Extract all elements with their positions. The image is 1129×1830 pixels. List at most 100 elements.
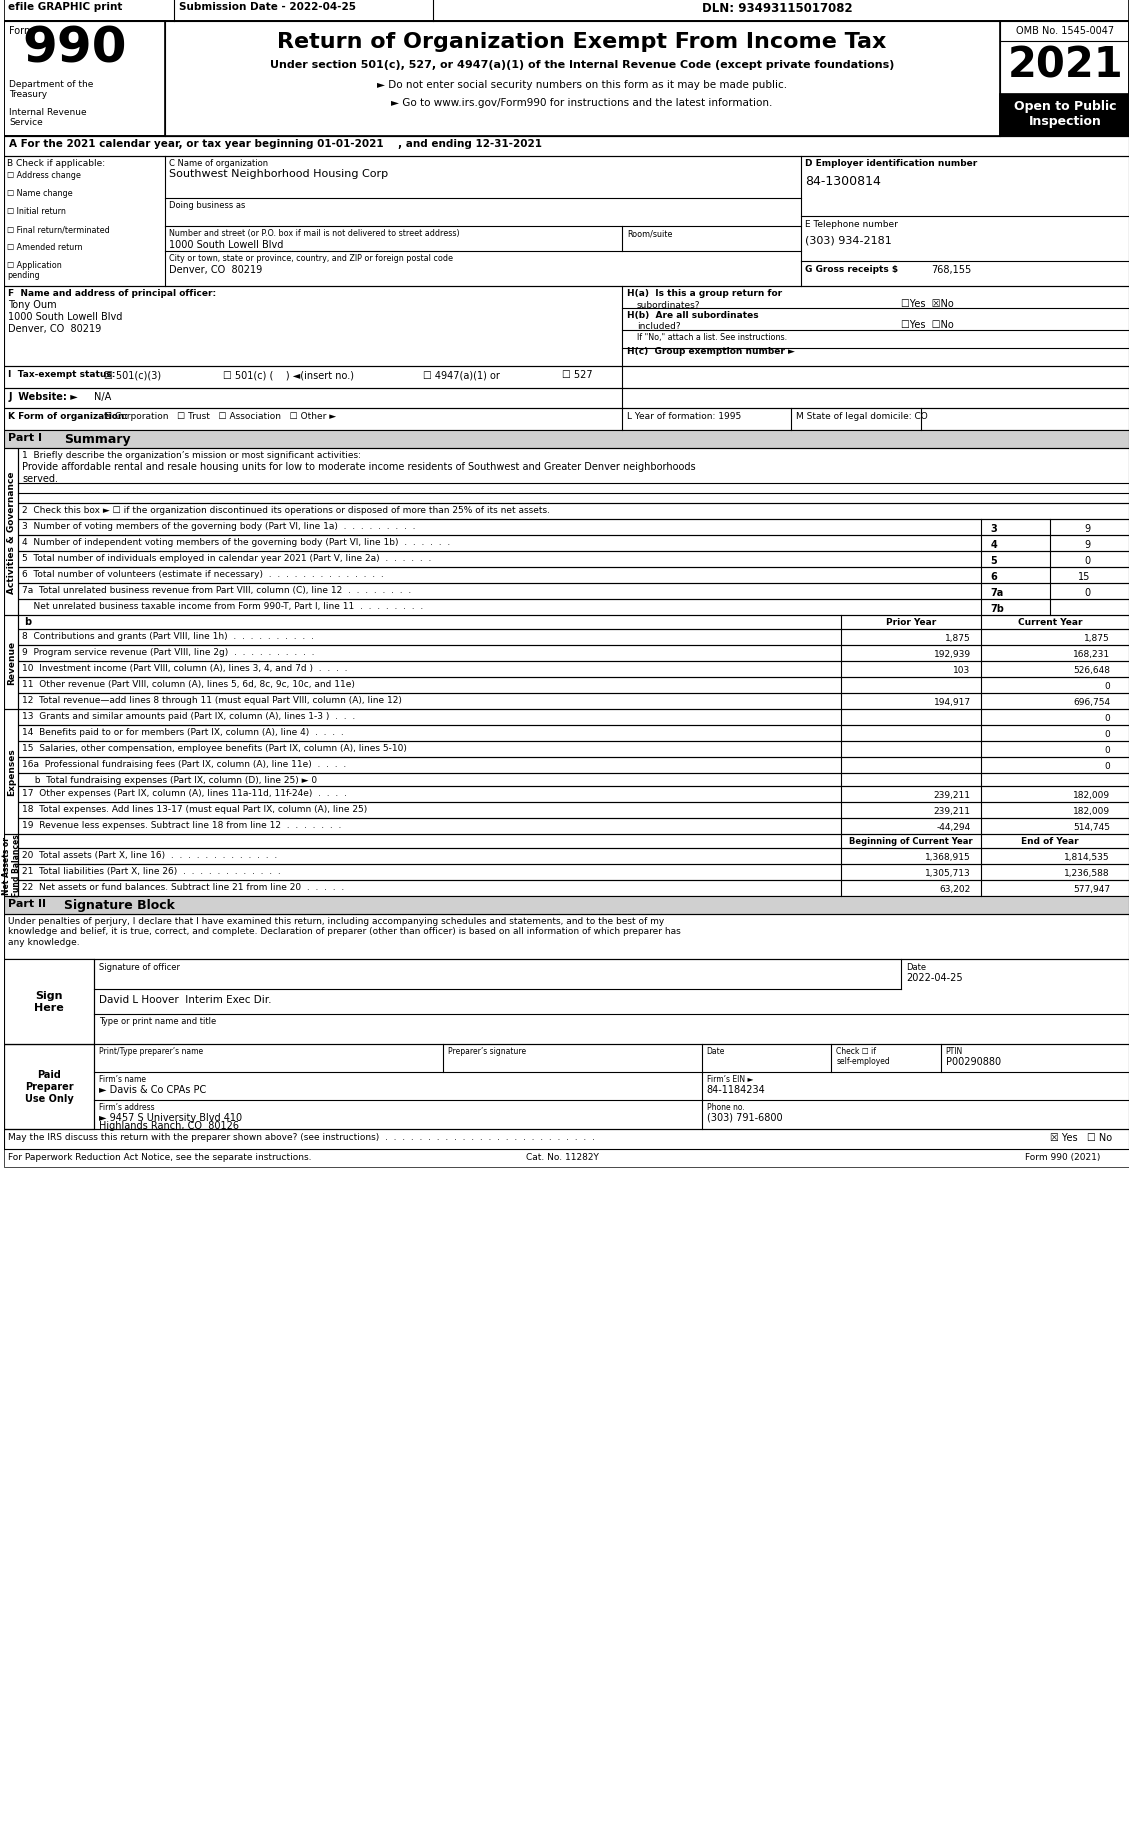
- Bar: [18, 803, 1129, 818]
- Text: N/A: N/A: [94, 392, 111, 403]
- Text: Form: Form: [9, 26, 34, 37]
- Bar: [18, 600, 1129, 615]
- Text: 9: 9: [1084, 523, 1091, 534]
- Text: L Year of formation: 1995: L Year of formation: 1995: [627, 412, 741, 421]
- Bar: [5, 615, 18, 710]
- Bar: [18, 536, 1129, 551]
- Text: Highlands Ranch, CO  80126: Highlands Ranch, CO 80126: [99, 1120, 239, 1131]
- Bar: [5, 1045, 94, 1129]
- Text: Southwest Neighborhood Housing Corp: Southwest Neighborhood Housing Corp: [168, 168, 387, 179]
- Text: Type or print name and title: Type or print name and title: [99, 1016, 216, 1025]
- Bar: [5, 1045, 1129, 1129]
- Bar: [5, 408, 1129, 430]
- Text: 7a  Total unrelated business revenue from Part VIII, column (C), line 12  .  .  : 7a Total unrelated business revenue from…: [23, 586, 411, 595]
- Text: 5: 5: [990, 556, 997, 565]
- Text: 18  Total expenses. Add lines 13-17 (must equal Part IX, column (A), line 25): 18 Total expenses. Add lines 13-17 (must…: [23, 805, 367, 814]
- Text: Net Assets or
Fund Balances: Net Assets or Fund Balances: [1, 834, 21, 897]
- Bar: [5, 157, 1129, 287]
- Bar: [5, 137, 1129, 157]
- Text: P00290880: P00290880: [946, 1056, 1000, 1067]
- Bar: [18, 630, 1129, 646]
- Text: 5  Total number of individuals employed in calendar year 2021 (Part V, line 2a) : 5 Total number of individuals employed i…: [23, 554, 431, 562]
- Text: ☐ 501(c) (    ) ◄(insert no.): ☐ 501(c) ( ) ◄(insert no.): [224, 370, 355, 381]
- Text: Check ☐ if
self-employed: Check ☐ if self-employed: [837, 1047, 890, 1065]
- Text: Firm’s EIN ►: Firm’s EIN ►: [707, 1074, 753, 1083]
- Text: ☐ Initial return: ☐ Initial return: [7, 207, 67, 216]
- Text: ► 9457 S University Blvd 410: ► 9457 S University Blvd 410: [99, 1113, 242, 1122]
- Text: 0: 0: [1104, 730, 1110, 739]
- Text: 22  Net assets or fund balances. Subtract line 21 from line 20  .  .  .  .  .: 22 Net assets or fund balances. Subtract…: [23, 882, 344, 891]
- Bar: [18, 584, 1129, 600]
- Text: Department of the
Treasury: Department of the Treasury: [9, 81, 94, 99]
- Text: Part I: Part I: [8, 432, 42, 443]
- Text: 526,648: 526,648: [1073, 666, 1110, 675]
- Text: 103: 103: [953, 666, 971, 675]
- Text: 1,875: 1,875: [945, 633, 971, 642]
- Text: Denver, CO  80219: Denver, CO 80219: [168, 265, 262, 274]
- Text: If "No," attach a list. See instructions.: If "No," attach a list. See instructions…: [637, 333, 787, 342]
- Text: 1000 South Lowell Blvd: 1000 South Lowell Blvd: [168, 240, 283, 251]
- Text: 990: 990: [23, 24, 126, 71]
- Text: C Name of organization: C Name of organization: [168, 159, 268, 168]
- Text: 16a  Professional fundraising fees (Part IX, column (A), line 11e)  .  .  .  .: 16a Professional fundraising fees (Part …: [23, 759, 347, 769]
- Bar: [5, 1129, 1129, 1149]
- Text: Return of Organization Exempt From Income Tax: Return of Organization Exempt From Incom…: [278, 31, 886, 51]
- Text: Activities & Governance: Activities & Governance: [7, 470, 16, 593]
- Bar: [18, 880, 1129, 897]
- Text: 1,236,588: 1,236,588: [1065, 869, 1110, 878]
- Text: (303) 934-2181: (303) 934-2181: [805, 234, 892, 245]
- Text: M State of legal domicile: CO: M State of legal domicile: CO: [796, 412, 928, 421]
- Text: 2  Check this box ► ☐ if the organization discontinued its operations or dispose: 2 Check this box ► ☐ if the organization…: [23, 505, 550, 514]
- Bar: [5, 388, 1129, 408]
- Text: E Telephone number: E Telephone number: [805, 220, 898, 229]
- Text: OMB No. 1545-0047: OMB No. 1545-0047: [1016, 26, 1114, 37]
- Text: 768,155: 768,155: [930, 265, 971, 274]
- Text: 0: 0: [1104, 714, 1110, 723]
- Text: 9  Program service revenue (Part VIII, line 2g)  .  .  .  .  .  .  .  .  .  .: 9 Program service revenue (Part VIII, li…: [23, 648, 315, 657]
- Text: 15: 15: [1078, 571, 1091, 582]
- Text: 10  Investment income (Part VIII, column (A), lines 3, 4, and 7d )  .  .  .  .: 10 Investment income (Part VIII, column …: [23, 664, 348, 673]
- Text: 182,009: 182,009: [1073, 807, 1110, 816]
- Text: 7b: 7b: [990, 604, 1005, 613]
- Text: G Gross receipts $: G Gross receipts $: [805, 265, 899, 274]
- Bar: [5, 430, 1129, 448]
- Bar: [1000, 95, 1129, 137]
- Text: Form 990 (2021): Form 990 (2021): [1025, 1153, 1100, 1162]
- Bar: [18, 834, 1129, 849]
- Bar: [5, 448, 18, 615]
- Text: ☐ Final return/terminated: ☐ Final return/terminated: [7, 225, 110, 234]
- Text: 7a: 7a: [990, 587, 1004, 598]
- Text: Doing business as: Doing business as: [168, 201, 245, 210]
- Text: 0: 0: [1104, 745, 1110, 754]
- Text: 3  Number of voting members of the governing body (Part VI, line 1a)  .  .  .  .: 3 Number of voting members of the govern…: [23, 522, 415, 531]
- Bar: [1000, 22, 1129, 137]
- Bar: [18, 520, 1129, 536]
- Text: 2022-04-25: 2022-04-25: [905, 972, 963, 983]
- Text: 0: 0: [1084, 556, 1091, 565]
- Text: 1000 South Lowell Blvd: 1000 South Lowell Blvd: [8, 311, 123, 322]
- Text: ☐Yes  ☒No: ☐Yes ☒No: [901, 298, 954, 309]
- Text: Date: Date: [707, 1047, 725, 1056]
- Bar: [5, 0, 1129, 22]
- Text: B Check if applicable:: B Check if applicable:: [7, 159, 105, 168]
- Text: Summary: Summary: [64, 432, 131, 447]
- Bar: [18, 448, 1129, 503]
- Bar: [5, 915, 1129, 959]
- Bar: [5, 366, 1129, 388]
- Text: Paid
Preparer
Use Only: Paid Preparer Use Only: [25, 1071, 73, 1103]
- Text: Firm’s address: Firm’s address: [99, 1102, 155, 1111]
- Text: ☐ 4947(a)(1) or: ☐ 4947(a)(1) or: [422, 370, 499, 381]
- Bar: [5, 1149, 1129, 1168]
- Text: 20  Total assets (Part X, line 16)  .  .  .  .  .  .  .  .  .  .  .  .  .: 20 Total assets (Part X, line 16) . . . …: [23, 851, 278, 860]
- Text: Number and street (or P.O. box if mail is not delivered to street address): Number and street (or P.O. box if mail i…: [168, 229, 460, 238]
- Bar: [18, 774, 1129, 787]
- Text: ► Do not enter social security numbers on this form as it may be made public.: ► Do not enter social security numbers o…: [377, 81, 787, 90]
- Bar: [18, 615, 1129, 630]
- Text: ☐ Application
pending: ☐ Application pending: [7, 262, 62, 280]
- Text: Under section 501(c), 527, or 4947(a)(1) of the Internal Revenue Code (except pr: Under section 501(c), 527, or 4947(a)(1)…: [270, 60, 894, 70]
- Text: Open to Public
Inspection: Open to Public Inspection: [1014, 101, 1117, 128]
- Text: Current Year: Current Year: [1018, 619, 1083, 626]
- Text: 0: 0: [1104, 761, 1110, 770]
- Text: 84-1184234: 84-1184234: [707, 1085, 765, 1094]
- Text: D Employer identification number: D Employer identification number: [805, 159, 978, 168]
